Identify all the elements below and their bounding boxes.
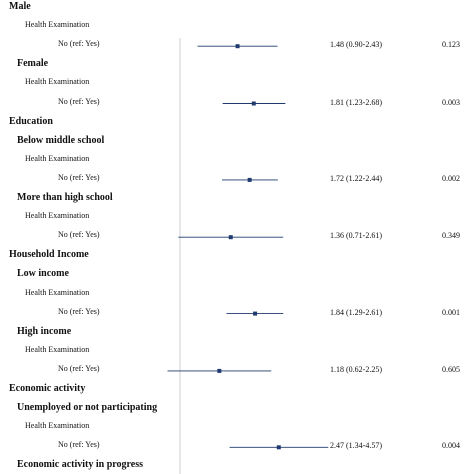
category-label: No (ref: Yes): [58, 172, 100, 182]
variable-label: Health Examination: [25, 211, 90, 221]
or-point: [253, 311, 258, 316]
group-heading: Education: [9, 115, 53, 127]
variable-label: Health Examination: [25, 153, 90, 163]
group-heading: Male: [9, 1, 31, 12]
or-ci-text: 1.72 (1.22-2.44): [330, 173, 382, 183]
category-label: No (ref: Yes): [58, 440, 100, 450]
or-point: [217, 368, 222, 373]
or-ci-text: 1.18 (0.62-2.25): [330, 364, 382, 374]
p-value-text: 0.004: [442, 441, 460, 451]
or-ci-text: 1.84 (1.29-2.61): [330, 307, 382, 317]
category-label: No (ref: Yes): [58, 230, 100, 240]
or-point: [228, 235, 233, 240]
variable-label: Health Examination: [25, 421, 90, 431]
category-label: No (ref: Yes): [58, 363, 100, 373]
subgroup-heading: Female: [17, 58, 49, 70]
variable-label: Health Examination: [25, 20, 90, 30]
p-value-text: 0.123: [442, 40, 460, 50]
or-point: [235, 44, 240, 49]
group-heading: Household Income: [9, 249, 89, 261]
group-heading: Economic activity: [9, 383, 86, 394]
category-label: No (ref: Yes): [58, 96, 100, 106]
or-ci-text: 1.36 (0.71-2.61): [330, 231, 382, 241]
or-ci-text: 2.47 (1.34-4.57): [330, 441, 382, 451]
variable-label: Health Examination: [25, 344, 90, 354]
variable-label: Health Examination: [25, 77, 90, 87]
category-label: No (ref: Yes): [58, 39, 100, 49]
variable-label: Health Examination: [25, 287, 90, 297]
p-value-text: 0.003: [442, 97, 460, 107]
or-point: [276, 445, 281, 450]
subgroup-heading: Low income: [17, 268, 69, 280]
subgroup-heading: Unemployed or not participating: [17, 402, 158, 414]
p-value-text: 0.001: [442, 307, 460, 317]
or-ci-text: 1.48 (0.90-2.43): [330, 40, 382, 50]
p-value-text: 0.349: [442, 231, 460, 241]
or-point: [251, 101, 256, 106]
subgroup-heading: More than high school: [17, 192, 113, 203]
category-label: No (ref: Yes): [58, 306, 100, 316]
subgroup-heading: High income: [17, 325, 72, 337]
p-value-text: 0.002: [442, 173, 460, 183]
or-ci-text: 1.81 (1.23-2.68): [330, 97, 382, 107]
subgroup-heading: Economic activity in progress: [17, 459, 144, 471]
subgroup-heading: Below middle school: [17, 134, 105, 146]
or-point: [247, 177, 252, 182]
p-value-text: 0.605: [442, 364, 460, 374]
